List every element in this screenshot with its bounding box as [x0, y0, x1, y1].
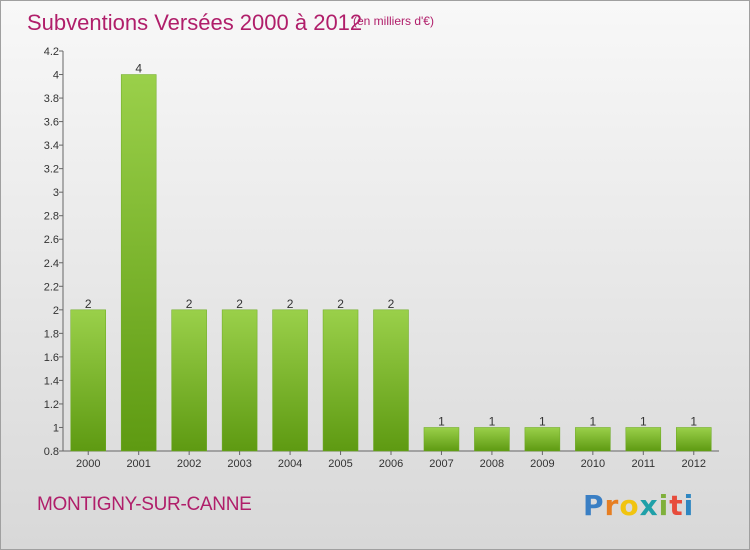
- y-tick-label: 3.6: [44, 117, 59, 129]
- x-tick-label: 2003: [227, 458, 251, 470]
- x-tick-label: 2012: [682, 458, 706, 470]
- x-tick-label: 2009: [530, 458, 554, 470]
- bar-value-label: 1: [690, 414, 697, 428]
- bar: [70, 309, 106, 452]
- bar-value-label: 2: [337, 297, 344, 311]
- y-tick-label: 4.2: [44, 46, 59, 58]
- bar: [272, 309, 308, 452]
- bar: [373, 309, 409, 452]
- brand-letter: i: [683, 489, 695, 522]
- x-tick-label: 2000: [76, 458, 100, 470]
- x-tick-label: 2001: [126, 458, 150, 470]
- bar-value-label: 1: [489, 414, 496, 428]
- x-tick-label: 2008: [480, 458, 504, 470]
- bar-value-label: 1: [640, 414, 647, 428]
- bar: [676, 427, 712, 452]
- bar-value-label: 1: [590, 414, 597, 428]
- chart-title: Subventions Versées 2000 à 2012: [27, 10, 363, 35]
- bar-value-label: 4: [135, 62, 142, 76]
- bar: [120, 74, 157, 452]
- bar: [322, 309, 359, 452]
- bar: [524, 427, 561, 452]
- x-tick-label: 2004: [278, 458, 302, 470]
- bar: [423, 427, 460, 452]
- bar-value-label: 2: [186, 297, 193, 311]
- bar: [625, 427, 662, 452]
- x-tick-label: 2011: [631, 458, 655, 470]
- brand-letter: i: [658, 489, 670, 522]
- bar-value-label: 1: [539, 414, 546, 428]
- y-tick-label: 2.4: [44, 258, 59, 270]
- y-tick-label: 3.2: [44, 164, 59, 176]
- y-tick-label: 2.6: [44, 234, 59, 246]
- x-tick-label: 2002: [177, 458, 201, 470]
- brand-logo: Proxiti: [583, 489, 694, 522]
- y-tick-label: 3.8: [44, 93, 59, 105]
- brand-letter: r: [604, 489, 620, 522]
- bar: [221, 309, 258, 452]
- commune-name: MONTIGNY-SUR-CANNE: [37, 494, 252, 515]
- bar: [575, 427, 611, 452]
- y-tick-label: 2: [53, 305, 59, 317]
- brand-letter: x: [639, 489, 659, 522]
- chart-subtitle: (en milliers d'€): [353, 14, 434, 28]
- bar-value-label: 2: [388, 297, 395, 311]
- brand-letter: P: [583, 489, 605, 522]
- bar-value-label: 2: [85, 297, 92, 311]
- x-tick-label: 2010: [581, 458, 605, 470]
- bar: [474, 427, 510, 452]
- y-tick-label: 0.8: [44, 446, 59, 458]
- y-tick-label: 4: [53, 70, 59, 82]
- y-tick-label: 1.2: [44, 399, 59, 411]
- y-tick-label: 1: [53, 422, 59, 434]
- y-tick-label: 2.2: [44, 281, 59, 293]
- bar: [171, 309, 207, 452]
- brand-letter: t: [669, 489, 684, 522]
- y-tick-label: 3.4: [44, 140, 59, 152]
- x-tick-label: 2005: [328, 458, 352, 470]
- y-tick-label: 3: [53, 187, 59, 199]
- y-tick-label: 1.4: [44, 375, 59, 387]
- x-tick-label: 2006: [379, 458, 403, 470]
- bar-value-label: 2: [236, 297, 243, 311]
- y-tick-label: 1.6: [44, 352, 59, 364]
- bar-value-label: 2: [287, 297, 294, 311]
- brand-letter: o: [619, 489, 640, 522]
- y-tick-label: 1.8: [44, 328, 59, 340]
- x-tick-label: 2007: [429, 458, 453, 470]
- y-tick-label: 2.8: [44, 211, 59, 223]
- bar-value-label: 1: [438, 414, 445, 428]
